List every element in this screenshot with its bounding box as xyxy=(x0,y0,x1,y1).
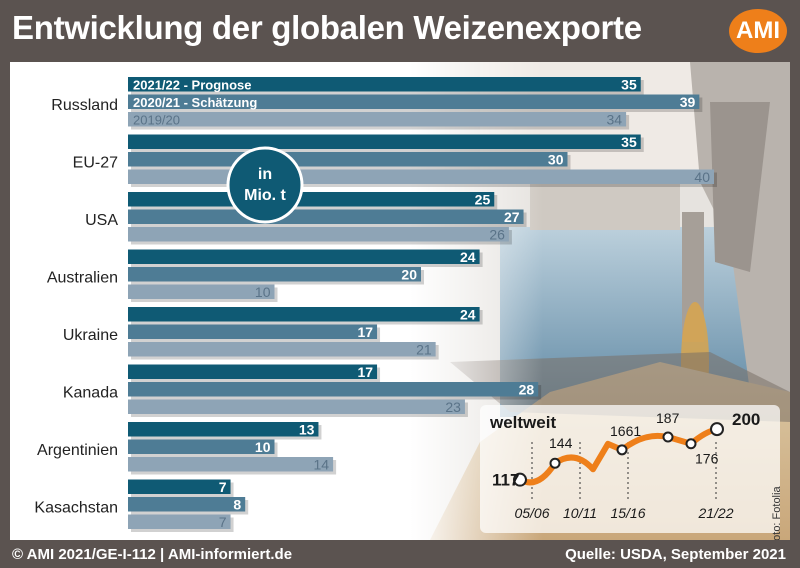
bar-2020-21 xyxy=(128,267,421,282)
bar-2019-20 xyxy=(128,112,627,127)
bar-value-label: 17 xyxy=(357,324,373,340)
category-label: Russland xyxy=(51,97,118,114)
world-series-line xyxy=(517,426,720,486)
bar-value-label: 20 xyxy=(401,267,417,283)
category-label: Australien xyxy=(47,270,118,287)
bar-value-label: 35 xyxy=(621,77,637,93)
inset-point-label: 176 xyxy=(695,451,719,467)
bar-value-label: 21 xyxy=(416,342,432,358)
bar-2019-20 xyxy=(128,284,275,299)
bar-2021-22 xyxy=(128,77,641,92)
bar-value-label: 24 xyxy=(460,249,476,265)
category-label: Argentinien xyxy=(37,442,118,459)
category-label: Ukraine xyxy=(63,327,118,344)
category-label: Kasachstan xyxy=(34,500,118,517)
bar-2021-22 xyxy=(128,364,378,379)
inset-point-label: 200 xyxy=(732,410,760,429)
inset-point xyxy=(549,457,561,469)
bar-value-label: 14 xyxy=(314,457,330,473)
inset-point-label: 117 xyxy=(492,471,519,490)
unit-badge-line1: in xyxy=(258,166,272,183)
bar-value-label: 10 xyxy=(255,284,271,300)
bar-value-label: 8 xyxy=(233,497,241,513)
bar-2020-21 xyxy=(128,324,378,339)
bar-2021-22 xyxy=(128,307,480,322)
bar-value-label: 40 xyxy=(694,169,710,185)
inset-point xyxy=(662,431,674,443)
page-title: Entwicklung der globalen Weizenexporte xyxy=(12,9,642,46)
inset-point-label: 1661 xyxy=(610,423,641,439)
category-label: Kanada xyxy=(63,385,118,402)
world-exports-inset: weltweit 117 144 1661 187 176 200 05/06 10/11 1… xyxy=(480,405,780,533)
inset-point xyxy=(710,422,724,437)
bar-value-label: 13 xyxy=(299,422,315,438)
legend-entry: 2020/21 - Schätzung xyxy=(133,95,257,110)
bar-value-label: 25 xyxy=(475,192,491,208)
bar-value-label: 23 xyxy=(445,399,461,415)
inset-x-tick: 15/16 xyxy=(610,505,645,521)
bar-value-label: 27 xyxy=(504,209,520,225)
bar-2021-22 xyxy=(128,479,231,494)
legend-entry: 2019/20 xyxy=(133,113,180,128)
bar-2019-20 xyxy=(128,227,509,242)
category-label: EU-27 xyxy=(73,155,118,172)
bar-2019-20 xyxy=(128,169,714,184)
bar-2019-20 xyxy=(128,514,231,529)
bar-2021-22 xyxy=(128,192,495,207)
bar-2019-20 xyxy=(128,457,334,472)
bar-2020-21 xyxy=(128,94,700,109)
bar-value-label: 7 xyxy=(219,514,227,530)
inset-point xyxy=(685,438,697,450)
category-label: USA xyxy=(85,212,118,229)
bar-value-label: 26 xyxy=(489,227,505,243)
bar-2019-20 xyxy=(128,342,436,357)
bar-2021-22 xyxy=(128,422,319,437)
inset-point xyxy=(616,444,628,456)
legend-entry: 2021/22 - Prognose xyxy=(133,78,252,93)
bar-2020-21 xyxy=(128,209,524,224)
chart-panel: Russland 35 2021/22 - Prognose 39 2020/21 - … xyxy=(10,62,790,540)
bar-value-label: 35 xyxy=(621,134,637,150)
ami-logo: AMI xyxy=(729,9,787,53)
inset-point-label: 144 xyxy=(549,435,573,451)
inset-x-tick: 05/06 xyxy=(514,505,549,521)
bar-value-label: 39 xyxy=(680,94,696,110)
bar-series-group: Russland 35 2021/22 - Prognose 39 2020/21 - … xyxy=(34,77,717,532)
bar-value-label: 28 xyxy=(519,382,535,398)
inset-point xyxy=(513,472,527,487)
bar-value-label: 10 xyxy=(255,439,271,455)
footer-copyright: © AMI 2021/GE-I-112 | AMI-informiert.de xyxy=(12,546,293,563)
bar-value-label: 30 xyxy=(548,152,564,168)
inset-point-label: 187 xyxy=(656,410,680,426)
bar-value-label: 7 xyxy=(219,479,227,495)
inset-title: weltweit xyxy=(489,413,556,432)
bar-2021-22 xyxy=(128,249,480,264)
bar-value-label: 24 xyxy=(460,307,476,323)
bar-2020-21 xyxy=(128,152,568,167)
bar-value-label: 17 xyxy=(357,364,373,380)
footer-source: Quelle: USDA, September 2021 xyxy=(565,546,786,563)
bar-2020-21 xyxy=(128,382,539,397)
inset-x-tick: 10/11 xyxy=(563,505,597,521)
bar-chart: Russland 35 2021/22 - Prognose 39 2020/21 - … xyxy=(34,62,790,540)
bar-2020-21 xyxy=(128,439,275,454)
bar-2019-20 xyxy=(128,399,465,414)
bar-2021-22 xyxy=(128,134,641,149)
bar-value-label: 34 xyxy=(607,112,623,128)
bar-2020-21 xyxy=(128,497,246,512)
inset-x-tick: 21/22 xyxy=(697,505,733,521)
unit-badge: in Mio. t xyxy=(226,146,304,224)
unit-badge-line2: Mio. t xyxy=(244,187,286,204)
photo-credit: Foto: Fotolia xyxy=(771,486,783,540)
